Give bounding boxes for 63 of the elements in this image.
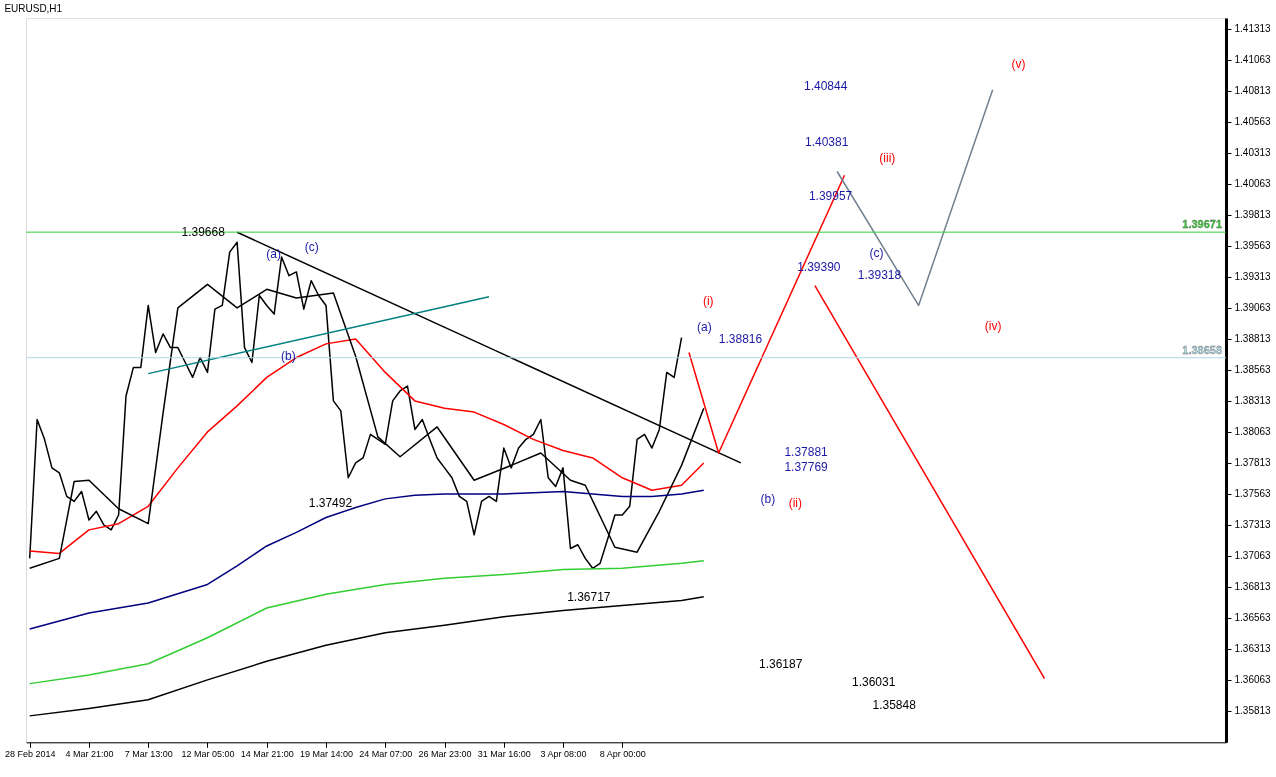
- y-tick-label: 1.35813: [1234, 705, 1272, 717]
- chart-title: EURUSD,H1: [4, 3, 63, 14]
- y-tick-label: 1.37563: [1234, 488, 1272, 500]
- y-tick-label: 1.41063: [1234, 54, 1272, 66]
- line-series: [28, 338, 705, 555]
- annotation: 1.35848: [872, 697, 917, 712]
- y-tick-label: 1.38313: [1234, 395, 1272, 407]
- annotation: 1.37881: [784, 445, 829, 460]
- y-tick-label: 1.40063: [1234, 178, 1272, 190]
- annotation: 1.39668: [181, 225, 226, 240]
- x-tick-label: 28 Feb 2014: [4, 748, 56, 759]
- x-tick-label: 31 Mar 16:00: [477, 748, 531, 759]
- annotation: (a): [266, 247, 281, 262]
- y-tick-label: 1.38563: [1234, 364, 1272, 376]
- annotation: (ii): [788, 496, 802, 511]
- x-tick-label: 24 Mar 07:00: [359, 748, 413, 759]
- annotation: (iv): [984, 319, 1002, 334]
- annotation: (i): [702, 294, 714, 309]
- y-tick-label: 1.37813: [1234, 457, 1272, 469]
- y-tick-label: 1.38813: [1234, 333, 1272, 345]
- y-tick-label: 1.36813: [1234, 581, 1272, 593]
- annotation: (iii): [879, 150, 896, 165]
- x-tick-label: 4 Mar 21:00: [65, 748, 114, 759]
- x-tick-label: 14 Mar 21:00: [240, 748, 294, 759]
- y-tick-label: 1.36063: [1234, 674, 1272, 686]
- line-series: [28, 560, 705, 685]
- y-tick-label: 1.36313: [1234, 643, 1272, 655]
- annotation: 1.40381: [804, 135, 849, 150]
- y-tick-label: 1.39813: [1234, 209, 1272, 221]
- y-tick-label: 1.40813: [1234, 85, 1272, 97]
- ref-line-label: 1.38658: [1182, 343, 1222, 356]
- x-tick-label: 12 Mar 05:00: [181, 748, 235, 759]
- y-tick-label: 1.39563: [1234, 240, 1272, 252]
- annotation: (b): [280, 348, 296, 363]
- x-tick-label: 7 Mar 13:00: [124, 748, 173, 759]
- annotation: 1.37492: [308, 496, 353, 511]
- y-tick-label: 1.39063: [1234, 302, 1272, 314]
- annotation: 1.38816: [718, 331, 763, 346]
- line-series: [28, 489, 705, 630]
- y-tick-label: 1.39313: [1234, 271, 1272, 283]
- y-tick-label: 1.36563: [1234, 612, 1272, 624]
- annotation: (b): [760, 492, 776, 507]
- x-tick-label: 26 Mar 23:00: [418, 748, 472, 759]
- annotation: (v): [1011, 56, 1026, 71]
- ref-line-label: 1.39671: [1182, 218, 1222, 231]
- annotation: 1.40844: [804, 78, 848, 93]
- x-tick-label: 19 Mar 14:00: [300, 748, 353, 759]
- annotation: (c): [304, 239, 319, 254]
- annotation: 1.39318: [857, 268, 902, 283]
- y-tick-label: 1.40313: [1234, 147, 1272, 159]
- annotation: 1.37769: [784, 459, 829, 474]
- annotation: 1.36187: [758, 656, 803, 671]
- x-tick-label: 8 Apr 00:00: [599, 748, 646, 759]
- y-tick-label: 1.37063: [1234, 550, 1272, 562]
- y-tick-label: 1.38063: [1234, 426, 1272, 438]
- annotation: (a): [696, 320, 712, 335]
- x-tick-label: 3 Apr 08:00: [540, 748, 587, 759]
- y-tick-label: 1.40563: [1234, 116, 1272, 128]
- y-tick-label: 1.41313: [1234, 23, 1272, 35]
- annotation: 1.36717: [567, 589, 611, 604]
- annotation: 1.36031: [851, 675, 896, 689]
- annotation: (c): [869, 246, 884, 261]
- y-tick-label: 1.37313: [1234, 519, 1272, 531]
